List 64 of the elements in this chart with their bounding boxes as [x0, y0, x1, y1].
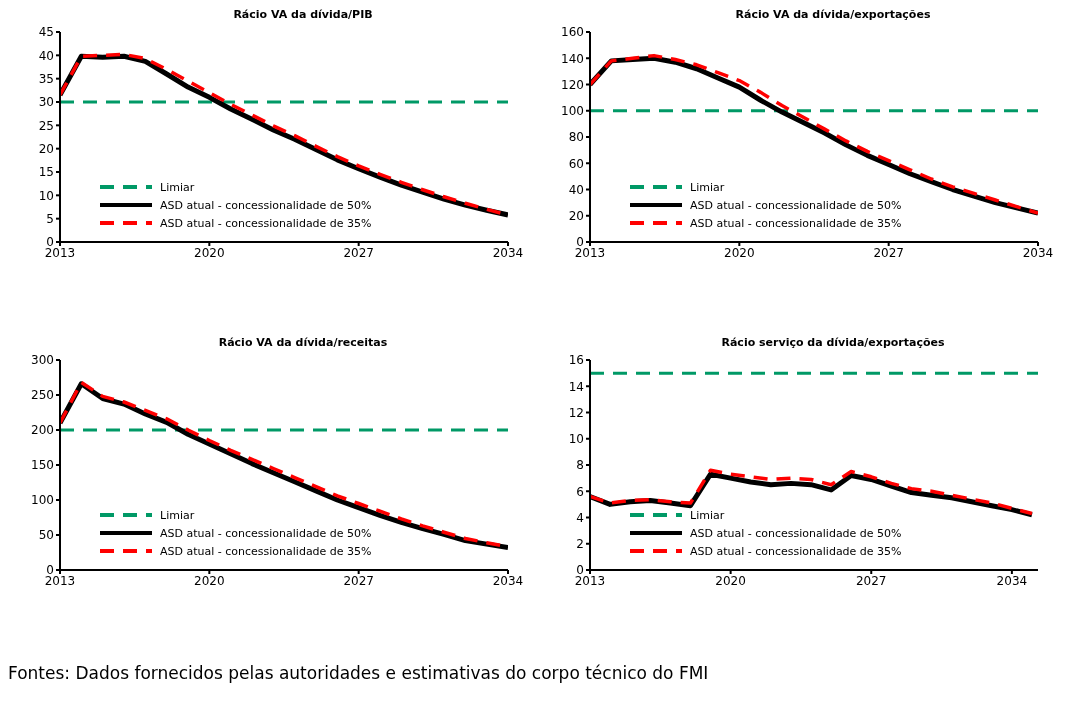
y-tick-label: 8 [576, 458, 584, 473]
legend-label: ASD atual - concessionalidade de 50% [160, 198, 372, 212]
x-tick-label: 2027 [873, 245, 904, 260]
y-tick-label: 15 [38, 165, 54, 180]
y-tick-label: 150 [31, 458, 54, 473]
x-tick-label: 2034 [492, 573, 524, 588]
legend-label: ASD atual - concessionalidade de 50% [690, 526, 902, 540]
legend-label: ASD atual - concessionalidade de 35% [690, 544, 902, 558]
chart-title: Rácio VA da dívida/PIB [232, 8, 374, 23]
x-tick-label: 2027 [343, 245, 374, 260]
y-tick-label: 140 [561, 51, 584, 66]
y-tick-label: 60 [568, 156, 584, 171]
legend-label: ASD atual - concessionalidade de 35% [690, 216, 902, 230]
y-tick-label: 35 [38, 71, 54, 86]
y-tick-label: 6 [576, 484, 584, 499]
x-tick-label: 2020 [724, 245, 755, 260]
chart-title: Rácio VA da dívida/receitas [217, 336, 389, 351]
y-tick-label: 20 [568, 209, 584, 224]
legend-label: ASD atual - concessionalidade de 50% [160, 526, 372, 540]
x-tick-label: 2013 [44, 573, 76, 588]
y-tick-label: 16 [568, 353, 584, 368]
y-tick-label: 120 [561, 77, 584, 92]
y-tick-label: 30 [38, 95, 54, 110]
y-tick-label: 250 [31, 388, 54, 403]
chart-title: Rácio serviço da dívida/exportações [720, 336, 946, 351]
x-tick-label: 2034 [492, 245, 524, 260]
y-tick-label: 50 [38, 528, 54, 543]
chart-title: Rácio VA da dívida/exportações [734, 8, 932, 23]
y-tick-label: 25 [38, 118, 54, 133]
legend-label: ASD atual - concessionalidade de 35% [160, 216, 372, 230]
y-tick-label: 10 [568, 432, 584, 447]
y-tick-label: 160 [561, 25, 584, 40]
x-tick-label: 2013 [574, 573, 606, 588]
y-tick-label: 20 [38, 141, 54, 156]
y-tick-label: 40 [38, 48, 54, 63]
x-tick-label: 2034 [996, 573, 1028, 588]
x-tick-label: 2020 [194, 245, 225, 260]
y-tick-label: 80 [568, 130, 584, 145]
y-tick-label: 4 [576, 510, 584, 525]
y-tick-label: 45 [38, 25, 54, 40]
x-tick-label: 2013 [574, 245, 606, 260]
legend-label: Limiar [160, 180, 195, 194]
y-tick-label: 100 [561, 104, 584, 119]
x-tick-label: 2013 [44, 245, 76, 260]
x-tick-label: 2034 [1022, 245, 1054, 260]
y-tick-label: 5 [46, 211, 54, 226]
y-tick-label: 2 [576, 537, 584, 552]
y-tick-label: 200 [31, 423, 54, 438]
legend-label: ASD atual - concessionalidade de 35% [160, 544, 372, 558]
legend-label: ASD atual - concessionalidade de 50% [690, 198, 902, 212]
legend-label: Limiar [690, 180, 725, 194]
x-tick-label: 2027 [855, 573, 887, 588]
y-tick-label: 10 [38, 188, 54, 203]
legend-label: Limiar [160, 508, 195, 522]
text: Fontes: Dados fornecidos pelas autoridades e estimativas do corpo técnico do FMI [8, 663, 709, 683]
x-tick-label: 2020 [194, 573, 225, 588]
legend-label: Limiar [690, 508, 725, 522]
y-tick-label: 100 [31, 493, 54, 508]
x-tick-label: 2020 [715, 573, 746, 588]
y-tick-label: 14 [568, 379, 584, 394]
y-tick-label: 12 [568, 405, 584, 420]
y-tick-label: 40 [568, 182, 584, 197]
y-tick-label: 300 [31, 353, 54, 368]
x-tick-label: 2027 [343, 573, 374, 588]
